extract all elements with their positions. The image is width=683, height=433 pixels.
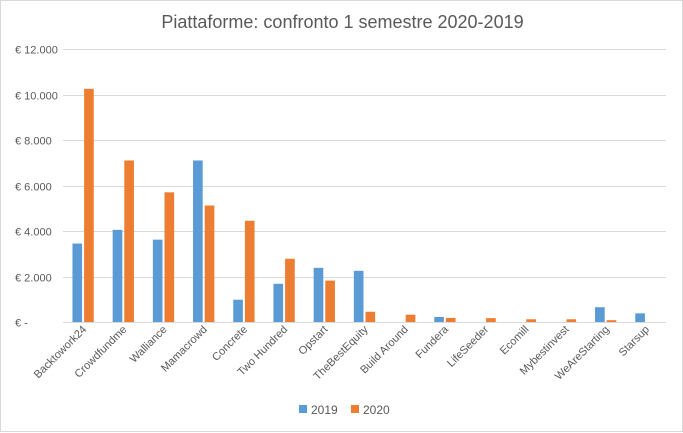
y-tick-label: € - — [15, 318, 28, 330]
bar-2020 — [244, 220, 255, 322]
bar-2019 — [233, 299, 243, 322]
y-tick-label: € 4.000 — [15, 227, 52, 239]
bar-2019 — [72, 243, 83, 322]
bar-2019 — [595, 307, 605, 322]
y-axis: € - € 2.000 € 4.000 € 6.000 € 8.000 € 10.000 €… — [15, 45, 58, 330]
bar-2020 — [526, 319, 536, 322]
bar-2020 — [405, 314, 416, 322]
x-tick-label: Fundera — [414, 323, 452, 361]
bars — [72, 88, 645, 322]
y-tick-label: € 12.000 — [15, 45, 58, 57]
chart-title: Piattaforme: confronto 1 semestre 2020-2… — [161, 12, 523, 32]
bar-2020 — [486, 318, 496, 322]
bar-2020 — [365, 311, 376, 322]
bar-2020 — [164, 192, 175, 322]
bar-2019 — [434, 316, 444, 322]
legend-swatch-2019 — [299, 405, 307, 413]
y-tick-label: € 6.000 — [15, 182, 52, 194]
bar-2020 — [285, 258, 295, 322]
legend-swatch-2020 — [351, 405, 359, 413]
bar-2020 — [606, 320, 617, 322]
x-tick-label: Starsup — [617, 324, 652, 359]
bar-2020 — [566, 319, 577, 322]
bar-2019 — [353, 270, 364, 322]
bar-2019 — [635, 313, 645, 322]
x-tick-label: Ecomill — [498, 324, 532, 358]
x-tick-label: LifeSeeder — [445, 323, 491, 369]
bar-2019 — [193, 160, 203, 322]
bar-2020 — [325, 280, 335, 322]
gridlines — [63, 49, 666, 323]
x-axis: Backtowork24CrowdfundmeWallianceMamacrow… — [32, 323, 652, 383]
bar-2019 — [313, 267, 324, 322]
bar-2020 — [84, 88, 94, 322]
bar-2020 — [204, 205, 215, 322]
bar-2020 — [445, 317, 456, 322]
x-tick-label: Opstart — [296, 324, 330, 358]
x-tick-label: Concrete — [210, 324, 250, 364]
x-tick-label: Walliance — [128, 324, 170, 366]
legend-label-2019: 2019 — [311, 403, 338, 417]
bar-2020 — [124, 160, 134, 322]
bar-2019 — [273, 283, 284, 322]
y-tick-label: € 8.000 — [15, 136, 52, 148]
legend-label-2020: 2020 — [363, 403, 390, 417]
y-tick-label: € 10.000 — [15, 91, 58, 103]
y-tick-label: € 2.000 — [15, 273, 52, 285]
bar-2019 — [152, 239, 163, 322]
legend: 2019 2020 — [299, 403, 390, 417]
bar-2019 — [112, 229, 123, 322]
